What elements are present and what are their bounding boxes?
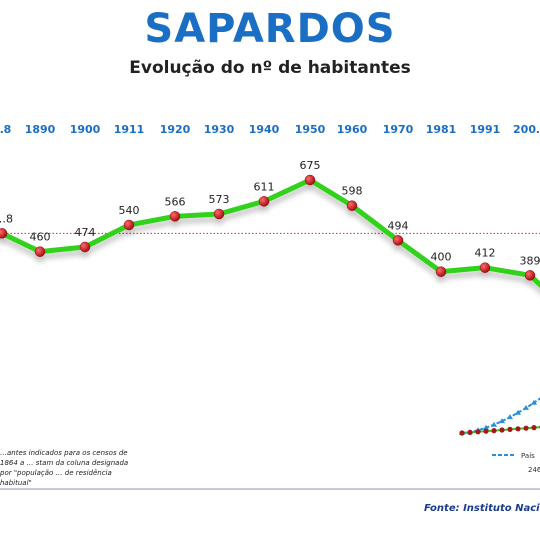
data-point: [346, 200, 358, 211]
source-note: Fonte: Instituto Nacion…: [424, 503, 540, 514]
x-tick-label: 1960: [337, 123, 368, 136]
inset-value-label: 246: [528, 466, 540, 474]
data-label: 460: [30, 231, 51, 244]
population-series: [0, 174, 540, 289]
inset-country-point: [523, 404, 529, 410]
data-label: 598: [342, 185, 363, 198]
x-axis-year-labels: …8 1890 1900 1911 1920 1930 1940 1950 1960 1970 19…: [0, 123, 540, 136]
data-point: [479, 262, 491, 273]
data-label: 611: [254, 180, 275, 193]
data-label: 573: [209, 193, 230, 206]
data-point: [392, 235, 404, 246]
inset-country-point: [483, 424, 489, 430]
x-tick-label: 1900: [70, 123, 101, 136]
inset-local-point: [515, 426, 521, 432]
x-tick-label: 1930: [204, 123, 235, 136]
inset-local-point: [523, 425, 529, 431]
data-label: 412: [475, 247, 496, 260]
inset-local-point: [483, 428, 489, 434]
data-point: [34, 246, 46, 257]
inset-country-point: [491, 421, 497, 427]
x-tick-label: 1911: [114, 123, 145, 136]
inset-country-point: [499, 418, 505, 424]
data-label: 389: [520, 254, 540, 267]
inset-country-point: [515, 409, 521, 415]
x-tick-label: 1981: [426, 123, 457, 136]
data-point: [258, 196, 270, 207]
page-title: SAPARDOS: [144, 6, 396, 52]
data-point: [213, 208, 225, 220]
data-label: 566: [165, 195, 186, 208]
data-point: [304, 174, 316, 186]
inset-local-point: [459, 430, 465, 436]
data-value-labels: …8 460 474 540 566 573 611 675 598 494 400 412 389: [0, 159, 540, 267]
series-line: [0, 177, 540, 289]
inset-chart: País 246: [459, 397, 540, 474]
data-label: 474: [75, 226, 96, 239]
x-tick-label: 1890: [25, 123, 56, 136]
x-tick-label: 200…: [513, 123, 540, 136]
data-point: [0, 228, 8, 239]
x-tick-label: …8: [0, 123, 11, 136]
x-tick-label: 1970: [383, 123, 414, 136]
x-tick-label: 1991: [470, 123, 501, 136]
data-point: [524, 270, 536, 281]
inset-local-point: [531, 425, 537, 431]
inset-country-line: [461, 397, 540, 434]
data-label: 400: [431, 251, 452, 264]
data-point: [123, 219, 135, 231]
page-subtitle: Evolução do nº de habitantes: [129, 58, 411, 78]
data-label: 675: [300, 159, 321, 172]
data-point: [169, 211, 181, 222]
inset-local-point: [491, 428, 497, 434]
census-note: …antes indicados para os censos de 1864 …: [0, 449, 129, 487]
data-label: 494: [388, 219, 409, 232]
data-label: …8: [0, 212, 13, 225]
x-tick-label: 1920: [160, 123, 191, 136]
inset-legend-label: País: [521, 452, 535, 460]
inset-local-point: [499, 427, 505, 433]
x-tick-label: 1940: [249, 123, 280, 136]
x-tick-label: 1950: [295, 123, 326, 136]
data-point: [79, 241, 91, 253]
bottom-divider: [0, 488, 540, 490]
inset-local-point: [507, 426, 513, 432]
inset-country-point: [531, 399, 537, 405]
data-point: [435, 266, 447, 277]
inset-country-point: [507, 414, 513, 420]
inset-local-point: [467, 429, 473, 435]
inset-local-point: [475, 429, 481, 435]
data-label: 540: [119, 204, 140, 217]
